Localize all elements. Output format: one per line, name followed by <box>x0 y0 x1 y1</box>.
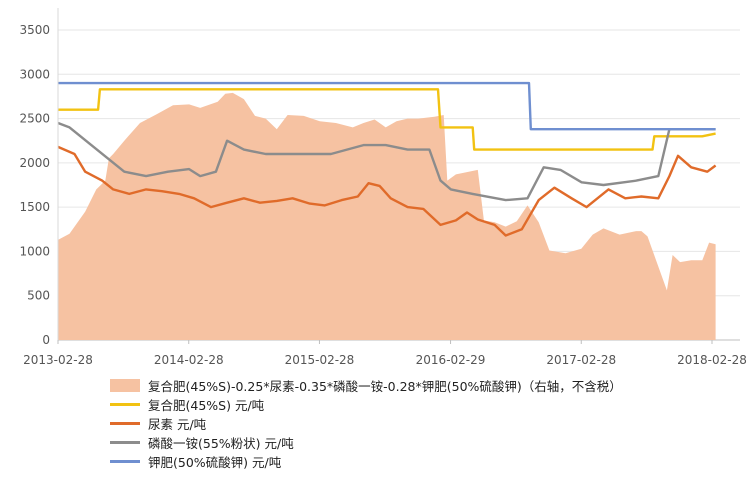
legend-label-potash: 钾肥(50%硫酸钾) 元/吨 <box>148 455 282 470</box>
legend-label-urea: 尿素 元/吨 <box>148 417 207 432</box>
y-tick-label: 500 <box>27 289 50 303</box>
x-tick-label: 2014-02-28 <box>154 353 224 367</box>
series-line-urea <box>57 145 717 237</box>
series-line-map <box>57 121 716 202</box>
y-tick-label: 3000 <box>19 67 50 81</box>
legend-swatch-line <box>110 441 140 444</box>
legend-swatch-line <box>110 403 140 406</box>
legend-label-compound-spread: 复合肥(45%S)-0.25*尿素-0.35*磷酸一铵-0.28*钾肥(50%硫… <box>148 379 622 394</box>
y-tick-label: 3500 <box>19 23 50 37</box>
x-tick-label: 2018-02-28 <box>677 353 747 367</box>
series-line-potash <box>58 81 716 131</box>
y-tick-label: 1500 <box>19 200 50 214</box>
legend-item-potash: 钾肥(50%硫酸钾) 元/吨 <box>110 452 622 471</box>
legend-label-map: 磷酸一铵(55%粉状) 元/吨 <box>148 436 294 451</box>
x-tick-label: 2017-02-28 <box>546 353 616 367</box>
legend-swatch-line <box>110 422 140 425</box>
legend-item-compound-spread: 复合肥(45%S)-0.25*尿素-0.35*磷酸一铵-0.28*钾肥(50%硫… <box>110 376 622 395</box>
legend-item-compound-fertilizer: 复合肥(45%S) 元/吨 <box>110 395 622 414</box>
legend-swatch-area <box>110 379 140 392</box>
y-tick-label: 2000 <box>19 156 50 170</box>
x-tick-label: 2016-02-29 <box>416 353 486 367</box>
y-tick-label: 0 <box>42 333 50 347</box>
x-tick-label: 2013-02-28 <box>23 353 93 367</box>
legend: 复合肥(45%S)-0.25*尿素-0.35*磷酸一铵-0.28*钾肥(50%硫… <box>110 376 622 471</box>
legend-item-urea: 尿素 元/吨 <box>110 414 622 433</box>
y-tick-label: 1000 <box>19 244 50 258</box>
legend-label-compound-fertilizer: 复合肥(45%S) 元/吨 <box>148 398 265 413</box>
y-tick-label: 2500 <box>19 112 50 126</box>
x-tick-label: 2015-02-28 <box>285 353 355 367</box>
legend-swatch-line <box>110 460 140 463</box>
legend-item-map: 磷酸一铵(55%粉状) 元/吨 <box>110 433 622 452</box>
series-line-compound-fertilizer <box>58 88 716 151</box>
chart-svg: 0 500 1000 1500 2000 2500 3000 3500 2013-02-28 20… <box>19 8 747 367</box>
